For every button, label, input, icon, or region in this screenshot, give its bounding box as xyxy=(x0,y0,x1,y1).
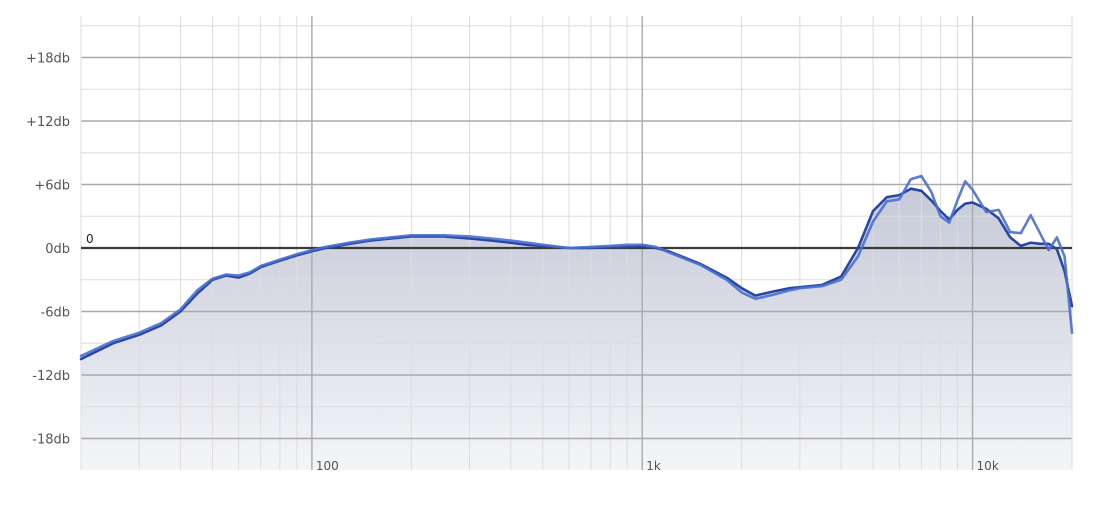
x-tick-label: 1k xyxy=(646,459,661,473)
y-axis-tick-labels: +18db +12db +6db 0db -6db -12db -18db xyxy=(26,52,70,448)
y-tick-label: +12db xyxy=(26,115,70,130)
y-tick-label: -12db xyxy=(32,369,70,384)
x-axis-tick-labels: 100 1k 10k xyxy=(316,459,999,473)
y-tick-label: +6db xyxy=(34,179,70,194)
zero-line-label: 0 xyxy=(86,232,94,246)
area-fill xyxy=(81,188,1072,470)
x-tick-label: 100 xyxy=(316,459,339,473)
series-line-2 xyxy=(79,174,1074,358)
series-lines xyxy=(79,174,1074,361)
x-tick-label: 10k xyxy=(977,459,999,473)
y-tick-label: -18db xyxy=(32,433,70,448)
response-fill-area xyxy=(81,188,1072,470)
y-tick-label: +18db xyxy=(26,52,70,67)
y-tick-label: 0db xyxy=(45,242,70,257)
y-tick-label: -6db xyxy=(41,306,70,321)
